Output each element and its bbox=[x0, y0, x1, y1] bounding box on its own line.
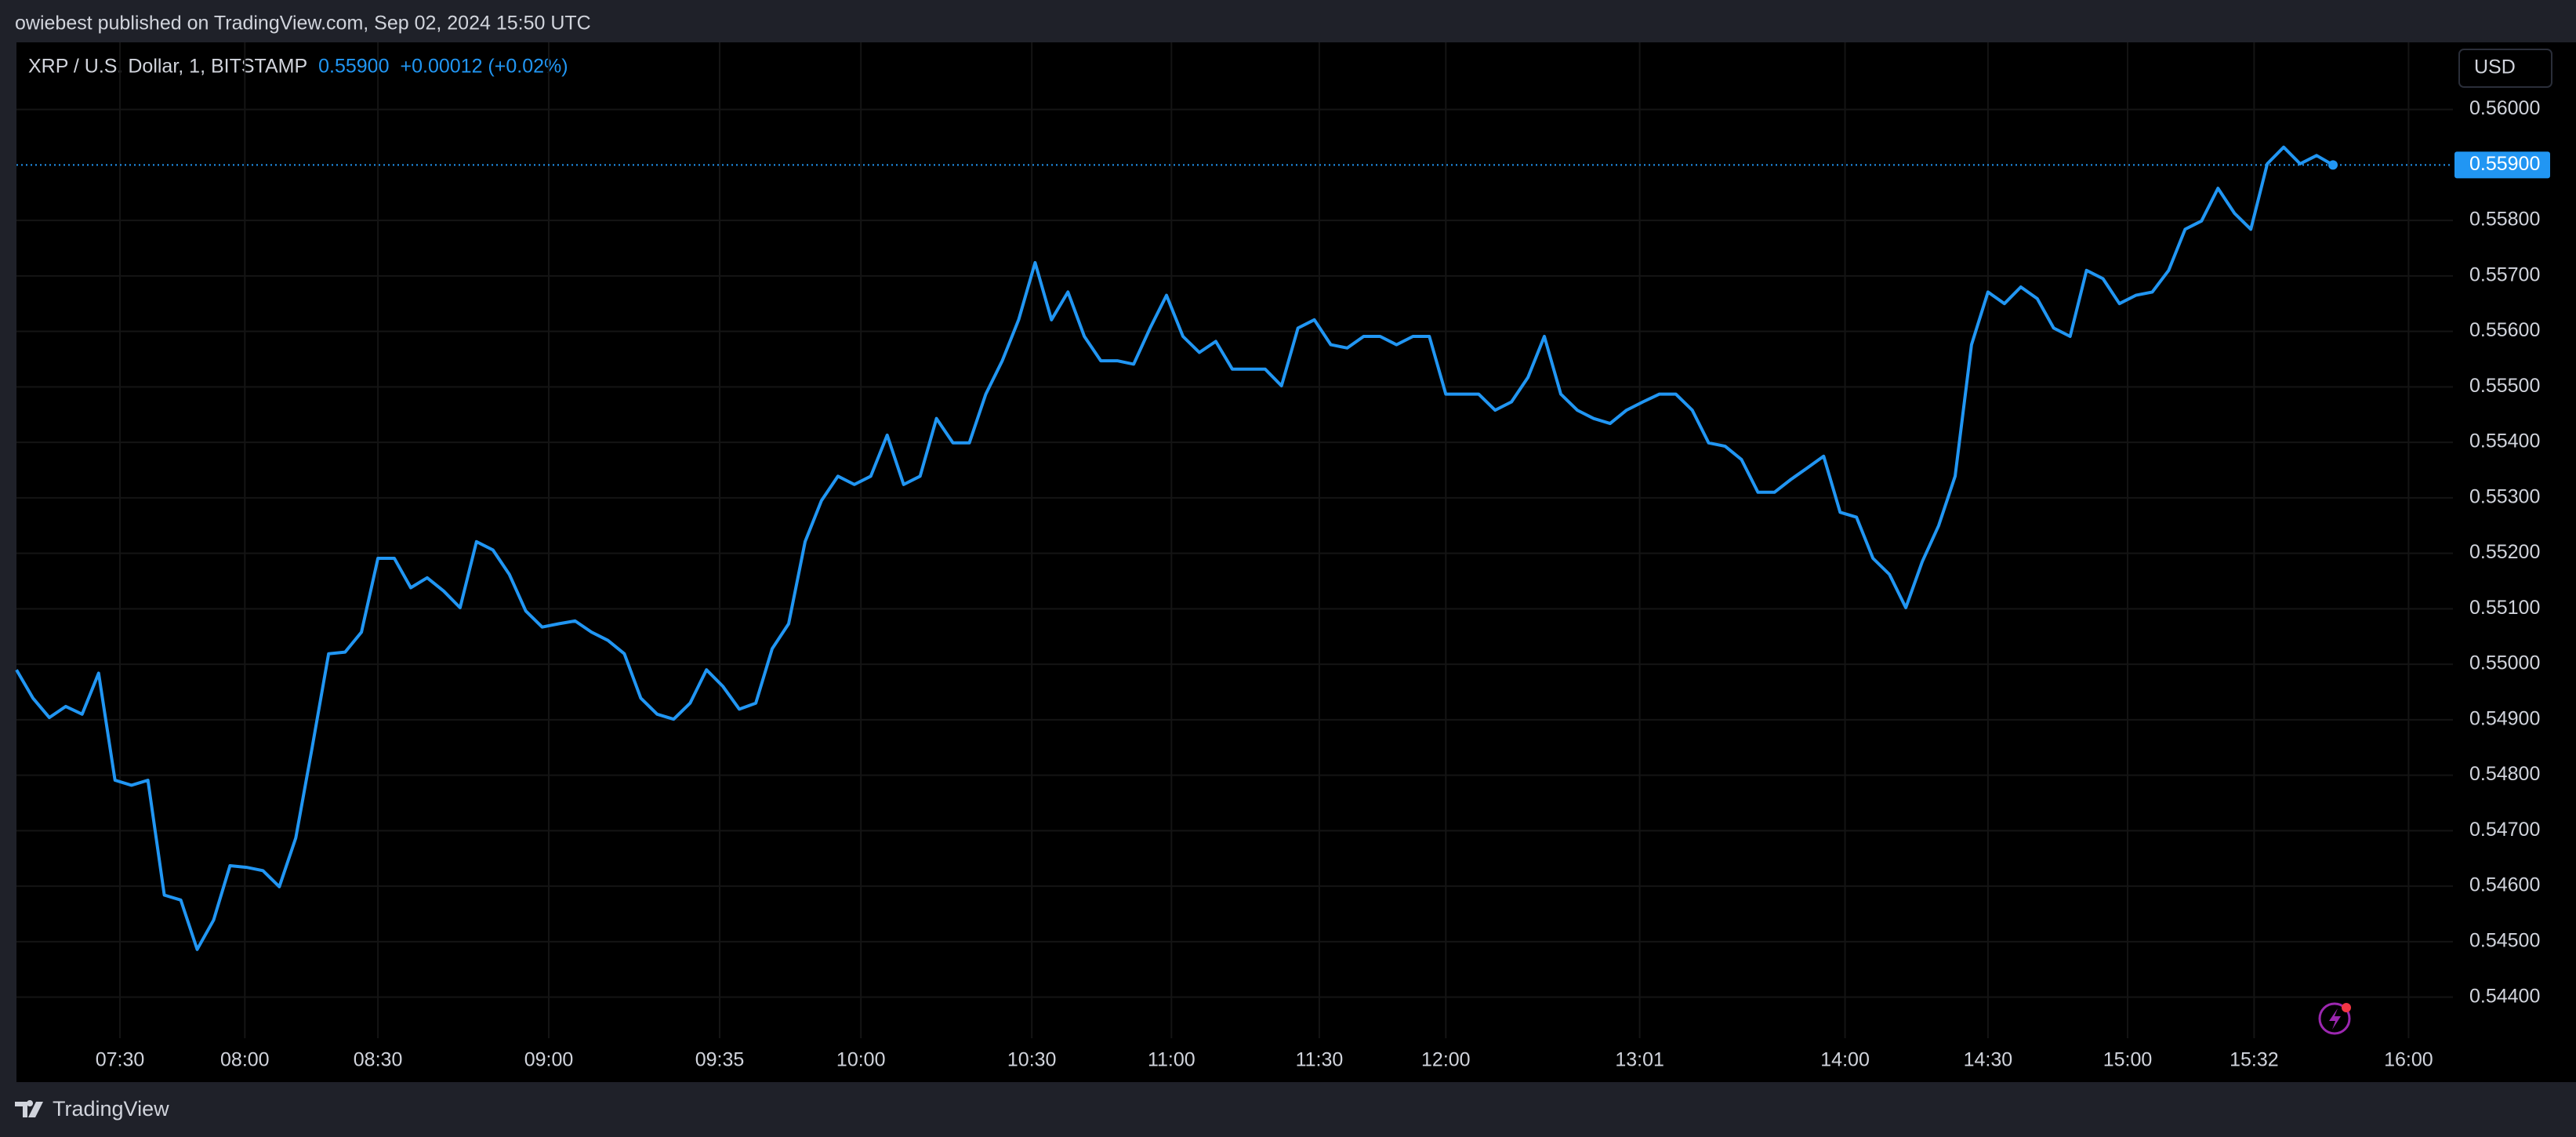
x-tick-label: 15:00 bbox=[2103, 1049, 2153, 1071]
x-tick-label: 11:30 bbox=[1296, 1049, 1344, 1071]
tradingview-logo bbox=[15, 1100, 43, 1117]
y-tick-label: 0.55200 bbox=[2469, 541, 2540, 563]
x-tick-label: 09:35 bbox=[695, 1049, 745, 1071]
x-tick-label: 14:30 bbox=[1964, 1049, 2013, 1071]
y-tick-label: 0.55400 bbox=[2469, 430, 2540, 452]
y-tick-label: 0.55000 bbox=[2469, 652, 2540, 674]
x-tick-label: 11:00 bbox=[1148, 1049, 1195, 1071]
x-tick-label: 12:00 bbox=[1421, 1049, 1471, 1071]
x-tick-label: 08:30 bbox=[354, 1049, 403, 1071]
y-tick-label: 0.55700 bbox=[2469, 263, 2540, 285]
y-tick-label: 0.54400 bbox=[2469, 985, 2540, 1007]
y-tick-label: 0.55500 bbox=[2469, 375, 2540, 397]
x-tick-label: 13:01 bbox=[1615, 1049, 1664, 1071]
x-tick-label: 10:00 bbox=[836, 1049, 886, 1071]
footer-brand: TradingView bbox=[53, 1097, 169, 1121]
y-tick-label: 0.55100 bbox=[2469, 597, 2540, 619]
y-tick-label: 0.54700 bbox=[2469, 819, 2540, 841]
y-tick-label: 0.54600 bbox=[2469, 874, 2540, 896]
last-price-label: 0.55900 bbox=[2469, 153, 2540, 175]
currency-label[interactable]: USD bbox=[2474, 56, 2516, 78]
x-tick-label: 10:30 bbox=[1007, 1049, 1057, 1071]
last-price-tag bbox=[2454, 151, 2550, 179]
x-tick-label: 14:00 bbox=[1820, 1049, 1870, 1071]
x-tick-label: 15:32 bbox=[2230, 1049, 2279, 1071]
grid bbox=[16, 42, 2453, 1038]
y-tick-label: 0.54500 bbox=[2469, 930, 2540, 952]
x-tick-label: 16:00 bbox=[2384, 1049, 2433, 1071]
price-line bbox=[15, 145, 2335, 951]
x-tick-label: 07:30 bbox=[96, 1049, 145, 1071]
chart-title: XRP / U.S. Dollar, 1, BITSTAMP bbox=[28, 56, 307, 78]
currency-button[interactable] bbox=[2458, 49, 2552, 88]
y-tick-label: 0.56000 bbox=[2469, 97, 2540, 119]
x-tick-label: 08:00 bbox=[220, 1049, 270, 1071]
time-axis bbox=[16, 1038, 2453, 1082]
y-tick-label: 0.54900 bbox=[2469, 707, 2540, 729]
plot-area bbox=[16, 42, 2453, 1038]
last-point bbox=[2328, 160, 2338, 170]
marks bbox=[15, 145, 2453, 951]
lightning-icon bbox=[2318, 1002, 2351, 1035]
y-tick-label: 0.54800 bbox=[2469, 763, 2540, 785]
price-axis bbox=[2453, 42, 2576, 1082]
x-tick-label: 09:00 bbox=[524, 1049, 574, 1071]
y-tick-label: 0.55300 bbox=[2469, 485, 2540, 507]
y-tick-label: 0.55600 bbox=[2469, 319, 2540, 341]
header-text: owiebest published on TradingView.com, S… bbox=[15, 13, 591, 35]
legend-change: +0.00012 (+0.02%) bbox=[401, 56, 568, 78]
y-tick-label: 0.55800 bbox=[2469, 209, 2540, 231]
